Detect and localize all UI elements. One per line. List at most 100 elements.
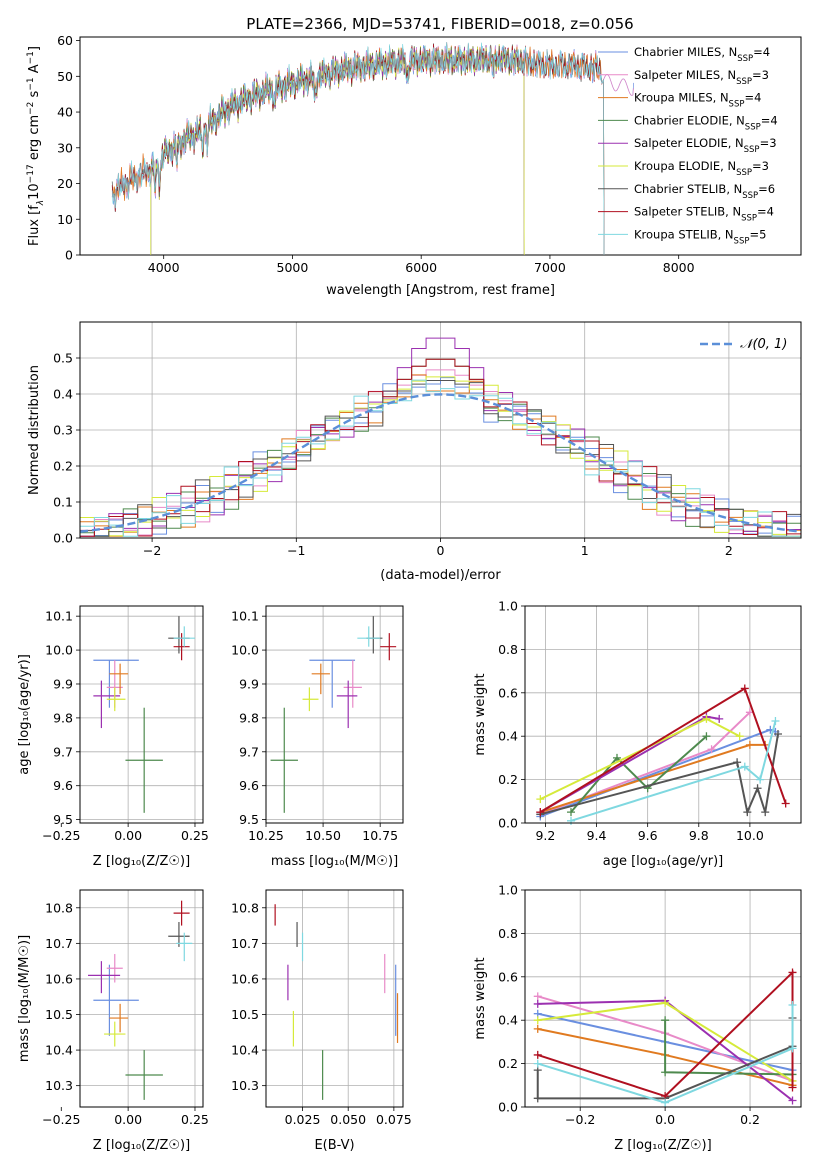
y-tick-label: 10.6	[231, 971, 259, 986]
y-tick-label: 0.8	[498, 642, 518, 657]
y-tick-label: 0.2	[498, 772, 518, 787]
axes-frame	[79, 605, 204, 824]
spectrum-axes-frame	[79, 36, 802, 256]
mass-weight-marker	[781, 799, 790, 808]
mass-weight-series-line	[570, 735, 708, 813]
y-tick-label: 0.5	[53, 351, 73, 366]
mass-weight-marker	[774, 730, 782, 739]
mass-weight-marker	[707, 745, 716, 754]
legend-sub: SSP	[734, 236, 750, 246]
label-part: 10	[27, 183, 42, 200]
x-tick-label: 10.0	[736, 828, 764, 843]
spectrum-legend-label: Kroupa STELIB, NSSP=5	[634, 227, 766, 246]
mass-weight-marker	[756, 775, 765, 784]
legend-sub: SSP	[741, 214, 757, 224]
y-tick-label: 10.6	[45, 971, 73, 986]
y-tick-label: 10.1	[45, 609, 73, 624]
legend-tail: =3	[752, 68, 769, 82]
y-tick-label: 0.0	[498, 816, 518, 831]
x-tick-label: 0.25	[181, 828, 209, 843]
y-tick-label: 0.0	[498, 1100, 518, 1115]
histogram-series-steps	[79, 379, 801, 538]
mass-weight-series-line	[540, 733, 779, 816]
x-tick-label: 10.75	[362, 828, 398, 843]
x-tick-label: 6000	[405, 260, 437, 275]
x-tick-label: 0	[437, 543, 445, 558]
mass-weight-marker	[771, 717, 780, 726]
legend-text: Salpeter ELODIE, N	[634, 136, 744, 150]
y-tick-label: 10.7	[231, 936, 259, 951]
mass-weight-marker	[788, 1001, 797, 1010]
y-tick-label: 0.4	[53, 387, 73, 402]
spectrum-legend-label: Salpeter STELIB, NSSP=4	[634, 205, 774, 224]
x-tick-label: 9.8	[689, 828, 709, 843]
y-tick-label: 9.5	[239, 812, 259, 827]
y-tick-label: 10.0	[45, 643, 73, 658]
y-tick-label: 50	[57, 69, 73, 84]
spectrum-legend-label: Chabrier ELODIE, NSSP=4	[634, 113, 778, 132]
legend-sub: SSP	[744, 145, 760, 155]
mass-weight-marker	[613, 753, 621, 762]
y-tick-label: 0.6	[498, 685, 518, 700]
y-tick-label: 0.8	[498, 926, 518, 941]
histogram-x-axis-label: (data-model)/error	[380, 568, 501, 583]
mass-weight-marker	[533, 1024, 542, 1033]
y-tick-label: 9.8	[53, 710, 73, 725]
y-tick-label: 0.2	[498, 1056, 518, 1071]
x-tick-label: 0.2	[740, 1112, 760, 1127]
legend-text: Salpeter STELIB, N	[634, 205, 741, 219]
y-tick-label: 40	[57, 105, 73, 120]
y-tick-label: 10.4	[45, 1043, 73, 1058]
mass-weight-marker	[702, 714, 711, 723]
y-tick-label: 10	[57, 212, 73, 227]
label-part: Flux [f	[27, 205, 42, 246]
mass-weight-marker	[788, 1096, 797, 1105]
label-part: −1	[26, 51, 36, 64]
y-tick-label: 10.8	[45, 900, 73, 915]
y-axis-label: mass weight	[473, 673, 488, 755]
mass-weight-series-line	[540, 743, 766, 814]
legend-text: Chabrier ELODIE, N	[634, 113, 745, 127]
mass-weight-series-line	[539, 686, 787, 814]
figure-title: PLATE=2366, MJD=53741, FIBERID=0018, z=0…	[246, 15, 633, 33]
mass-weight-marker	[788, 968, 797, 977]
y-tick-label: 9.8	[239, 710, 259, 725]
mass-weight-series-line	[570, 720, 777, 822]
residual-histogram-panel: −2 −1 0 1 2 0.0 0.1 0.2 0.3 0.4 0.5 (data-model)/er…	[27, 321, 802, 583]
x-tick-label: 0.0	[655, 1112, 675, 1127]
y-tick-label: 9.7	[239, 744, 259, 759]
label-part: −17	[26, 164, 36, 183]
axes-frame	[265, 605, 404, 824]
legend-tail: =4	[744, 91, 761, 105]
x-axis-label: E(B-V)	[314, 1138, 354, 1153]
legend-sub: SSP	[737, 54, 753, 64]
spectrum-series-line	[111, 42, 605, 256]
mass-vs-ebv-panel: 0.025 0.050 0.075 10.3 10.4 10.5 10.6 10.7 10.8 E…	[231, 889, 412, 1153]
x-tick-label: 10.50	[305, 828, 341, 843]
legend-tail: =4	[753, 45, 770, 59]
mass-weight-marker	[733, 758, 742, 767]
mass-weight-marker	[735, 732, 744, 741]
y-tick-label: 9.7	[53, 744, 73, 759]
legend-tail: =3	[752, 159, 769, 173]
label-part: ]	[27, 46, 42, 51]
mass-weight-marker	[536, 795, 545, 804]
x-tick-label: −1	[287, 543, 305, 558]
mass-weight-marker	[702, 732, 711, 741]
spectrum-x-axis-label: wavelength [Angstrom, rest frame]	[326, 283, 555, 298]
mass-weight-marker	[788, 1044, 797, 1053]
x-tick-label: −2	[143, 543, 161, 558]
legend-tail: =4	[761, 113, 778, 127]
y-tick-label: 10.1	[231, 609, 259, 624]
legend-text: Chabrier STELIB, N	[634, 182, 742, 196]
y-tick-label: 10.3	[45, 1078, 73, 1093]
x-tick-label: 1	[581, 543, 589, 558]
mass-weight-marker	[745, 740, 754, 749]
mass-weight-marker	[761, 808, 770, 817]
spectrum-legend-label: Salpeter ELODIE, NSSP=3	[634, 136, 777, 155]
x-axis-label: age [log₁₀(age/yr)]	[603, 854, 724, 869]
label-part: −2	[26, 102, 36, 115]
mass-weight-marker	[533, 992, 542, 1001]
age-vs-metallicity-panel: −0.25 0.00 0.25 9.5 9.6 9.7 9.8 9.9 10.0 10.1 Z [l…	[17, 605, 209, 869]
spectrum-legend-label: Salpeter MILES, NSSP=3	[634, 68, 769, 87]
